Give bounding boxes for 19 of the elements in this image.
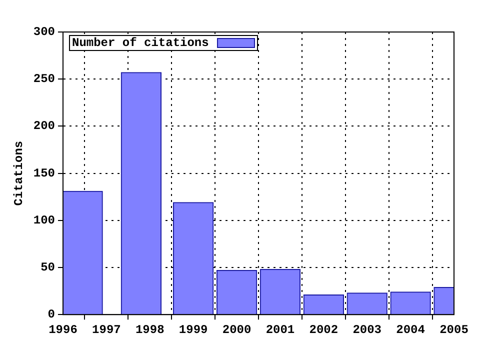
y-tick-label: 200 xyxy=(33,119,56,134)
y-tick-label: 250 xyxy=(33,72,56,86)
y-tick-label: 50 xyxy=(40,260,56,275)
y-axis-title: Citations xyxy=(12,140,26,206)
x-tick-label: 2003 xyxy=(352,322,382,337)
legend-label: Number of citations xyxy=(72,36,209,50)
x-tick-label: 1998 xyxy=(135,322,164,337)
y-tick-label: 0 xyxy=(48,308,56,322)
x-tick-label: 1999 xyxy=(178,322,208,337)
x-tick-label: 2001 xyxy=(266,322,295,337)
x-tick-label: 2004 xyxy=(396,322,425,337)
y-tick-label: 150 xyxy=(33,166,56,180)
y-tick-label: 300 xyxy=(33,25,56,40)
y-tick-label: 100 xyxy=(33,213,56,228)
x-tick-label: 2002 xyxy=(309,322,338,337)
x-tick-label: 1997 xyxy=(92,322,121,337)
x-tick-label: 1996 xyxy=(48,322,78,337)
x-tick-label: 2005 xyxy=(440,322,468,337)
x-tick-label: 2000 xyxy=(222,322,252,337)
